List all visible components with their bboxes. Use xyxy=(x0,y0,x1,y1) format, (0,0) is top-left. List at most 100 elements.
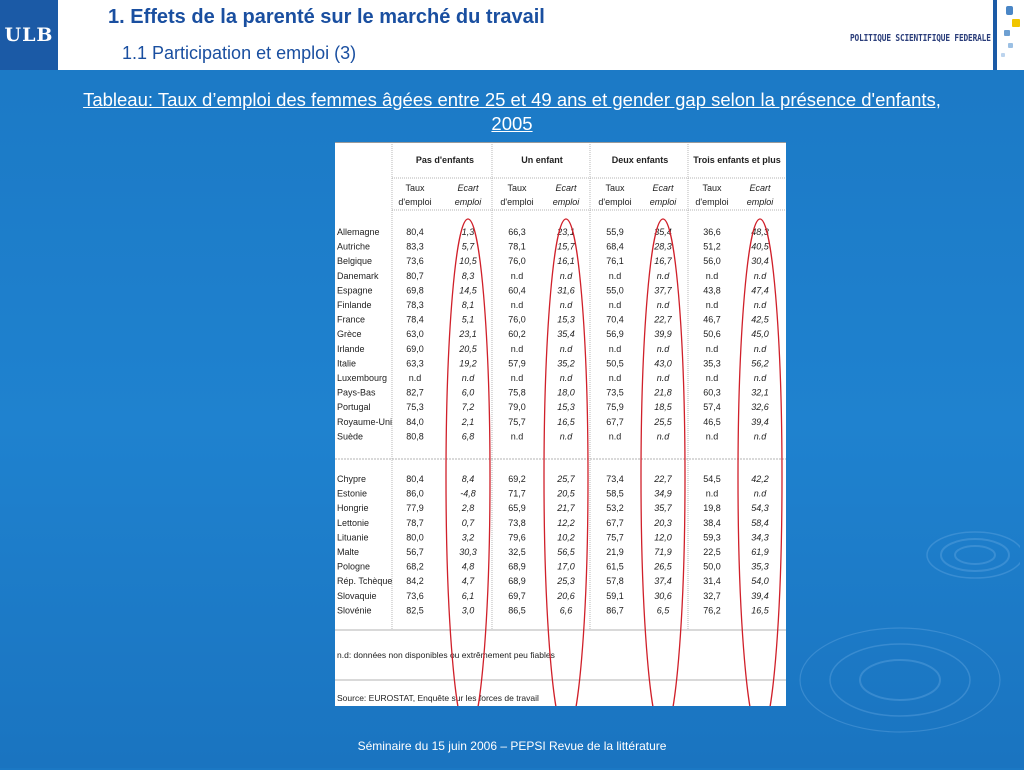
table-row-country: Estonie xyxy=(337,489,367,499)
table-cell: 78,4 xyxy=(406,315,424,325)
table-cell: 35,3 xyxy=(751,562,769,572)
water-ripple-decoration xyxy=(799,531,1020,733)
table-cell: n.d xyxy=(657,344,671,354)
column-subheader: emploi xyxy=(553,197,581,207)
table-cell: 32,7 xyxy=(703,591,721,601)
table-cell: 16,1 xyxy=(557,256,575,266)
table-row-country: Portugal xyxy=(337,402,371,412)
table-cell: 3,2 xyxy=(462,532,475,542)
table-cell: 26,5 xyxy=(653,562,673,572)
table-cell: 15,7 xyxy=(557,242,576,252)
table-cell: 12,0 xyxy=(654,532,672,542)
table-cell: 16,5 xyxy=(751,605,770,615)
table-cell: 28,3 xyxy=(653,242,672,252)
table-row-country: Suède xyxy=(337,431,363,441)
table-cell: 23,1 xyxy=(458,329,477,339)
table-cell: 35,7 xyxy=(654,503,673,513)
table-cell: 1,3 xyxy=(462,227,475,237)
table-cell: 43,8 xyxy=(703,285,721,295)
table-cell: 56,5 xyxy=(557,547,576,557)
table-cell: 76,0 xyxy=(508,256,526,266)
table-cell: 77,9 xyxy=(406,503,424,513)
slide-footer: Séminaire du 15 juin 2006 – PEPSI Revue … xyxy=(357,739,667,753)
table-cell: 32,5 xyxy=(508,547,526,557)
table-row-country: Finlande xyxy=(337,300,372,310)
table-cell: 67,7 xyxy=(606,518,624,528)
table-cell: 8,1 xyxy=(462,300,475,310)
column-group-header: Trois enfants et plus xyxy=(693,155,781,165)
table-cell: 65,9 xyxy=(508,503,526,513)
table-cell: 20,6 xyxy=(556,591,575,601)
table-cell: 57,9 xyxy=(508,358,526,368)
table-cell: 68,4 xyxy=(606,242,624,252)
table-cell: 19,2 xyxy=(459,358,477,368)
table-cell: 19,8 xyxy=(703,503,721,513)
table-cell: 54,5 xyxy=(703,474,721,484)
employment-table: Pas d'enfants Un enfant Deux enfants Trois … xyxy=(335,142,786,706)
table-row-country: Slovénie xyxy=(337,605,372,615)
table-cell: 18,5 xyxy=(654,402,673,412)
highlight-ellipse xyxy=(737,218,783,706)
table-cell: 5,1 xyxy=(462,315,475,325)
ulb-logo: ULB xyxy=(0,0,58,70)
table-cell: 78,1 xyxy=(508,242,526,252)
table-row-country: Lettonie xyxy=(337,518,369,528)
table-cell: 54,3 xyxy=(751,503,769,513)
highlight-ellipse xyxy=(640,218,686,706)
table-cell: 86,7 xyxy=(606,605,624,615)
table-cell: 50,5 xyxy=(606,358,624,368)
table-cell: 21,7 xyxy=(556,503,576,513)
table-cell: 35,3 xyxy=(703,358,721,368)
table-cell: 75,7 xyxy=(606,532,624,542)
table-note: n.d: données non disponibles ou extrêmem… xyxy=(337,650,555,660)
table-cell: 35,4 xyxy=(654,227,672,237)
brand-logo-text: POLITIQUE SCIENTIFIQUE FEDERALE xyxy=(850,33,991,44)
table-cell: n.d xyxy=(657,271,671,281)
table-row-country: Lituanie xyxy=(337,532,369,542)
column-subheader: Taux xyxy=(507,183,527,193)
column-subheader: d'emploi xyxy=(598,197,631,207)
table-row-country: Pays-Bas xyxy=(337,388,376,398)
table-cell: 35,2 xyxy=(557,358,575,368)
table-cell: n.d xyxy=(511,271,524,281)
table-cell: 8,3 xyxy=(462,271,475,281)
table-cell: 20,5 xyxy=(556,489,576,499)
table-row-country: Luxembourg xyxy=(337,373,387,383)
table-cell: 57,4 xyxy=(703,402,721,412)
table-cell: 25,5 xyxy=(653,417,673,427)
table-cell: 75,3 xyxy=(406,402,424,412)
highlight-ellipse xyxy=(445,218,491,706)
table-cell: 32,6 xyxy=(751,402,769,412)
table-cell: n.d xyxy=(706,271,719,281)
table-row-country: Danemark xyxy=(337,271,379,281)
table-cell: 61,5 xyxy=(606,562,624,572)
brand-square xyxy=(1004,30,1010,36)
table-cell: 37,4 xyxy=(654,576,672,586)
table-cell: 22,7 xyxy=(653,315,673,325)
table-cell: 30,3 xyxy=(459,547,477,557)
table-cell: n.d xyxy=(754,431,768,441)
table-cell: 80,4 xyxy=(406,474,424,484)
table-cell: n.d xyxy=(560,431,574,441)
table-cell: 6,5 xyxy=(657,605,671,615)
table-cell: 39,4 xyxy=(751,591,769,601)
table-cell: 39,4 xyxy=(751,417,769,427)
table-cell: n.d xyxy=(706,300,719,310)
table-cell: n.d xyxy=(609,271,622,281)
column-group-header: Pas d'enfants xyxy=(416,155,474,165)
column-subheader: Ecart xyxy=(555,183,577,193)
table-cell: 48,3 xyxy=(751,227,769,237)
table-cell: n.d xyxy=(560,373,574,383)
table-cell: n.d xyxy=(511,373,524,383)
table-cell: n.d xyxy=(754,373,768,383)
table-cell: 6,8 xyxy=(462,431,475,441)
table-cell: n.d xyxy=(462,373,476,383)
table-cell: 58,4 xyxy=(751,518,769,528)
table-row-country: Pologne xyxy=(337,562,370,572)
table-row-country: Royaume-Uni xyxy=(337,417,392,427)
table-cell: n.d xyxy=(409,373,422,383)
table-cell: 32,1 xyxy=(751,388,769,398)
table-cell: 59,1 xyxy=(606,591,624,601)
table-row-country: Allemagne xyxy=(337,227,380,237)
table-cell: 2,1 xyxy=(461,417,475,427)
